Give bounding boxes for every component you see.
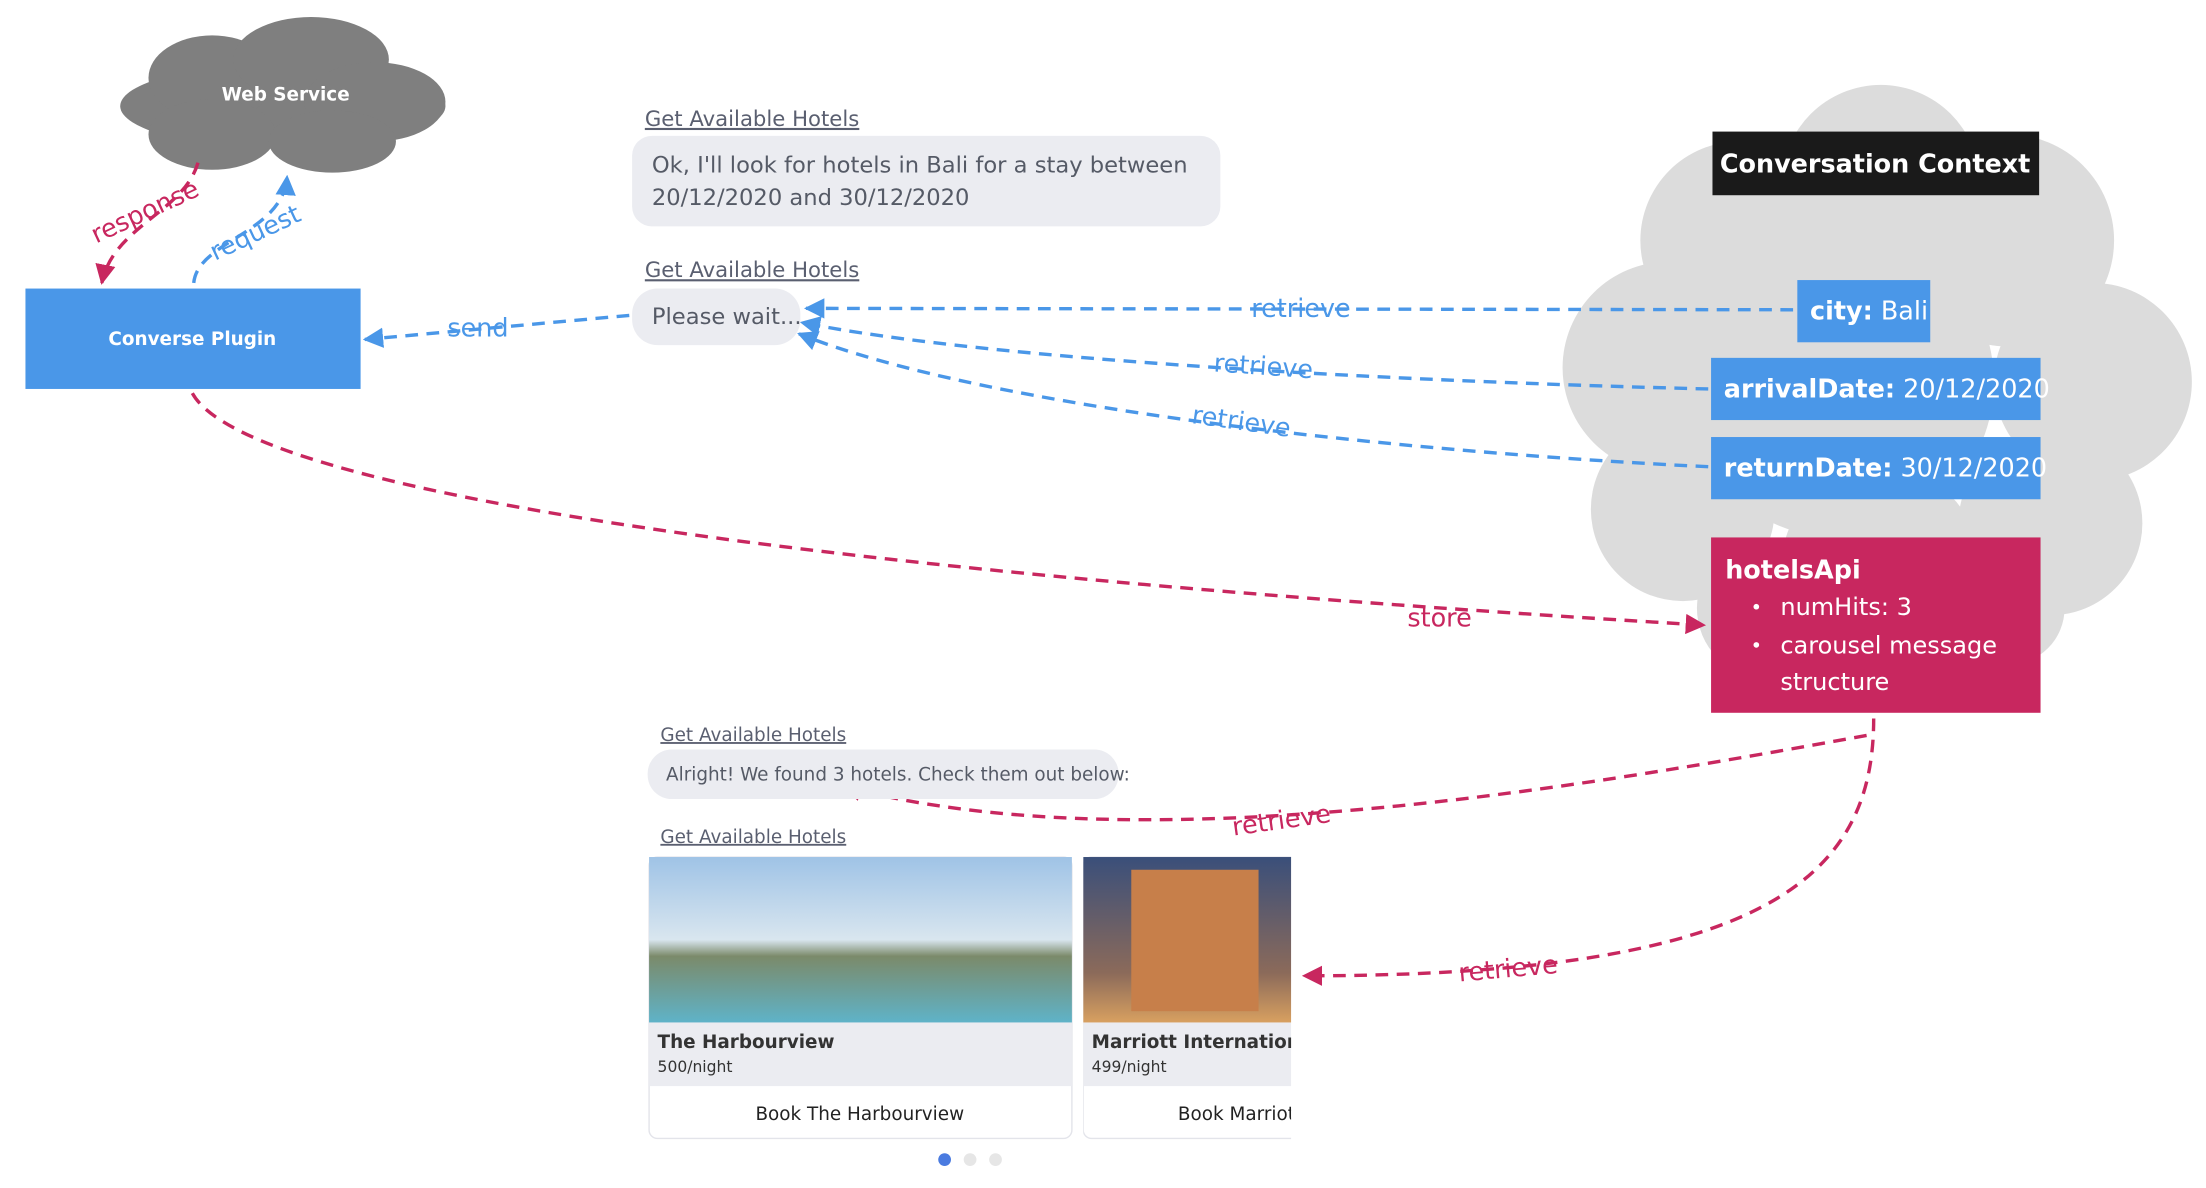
intent-link[interactable]: Get Available Hotels [660,827,846,848]
message-bubble [632,288,801,346]
edge [799,316,1709,391]
message-text: Please wait... [652,304,802,330]
edge [190,392,1707,635]
edge-label: send [447,314,508,344]
bullet [1753,603,1760,610]
carousel-dot[interactable] [963,1153,977,1167]
variable-box [1711,357,2041,421]
hotel-title: Marriott International [1092,1032,1319,1053]
message-bubble [632,135,1221,227]
edge-label: retrieve [1251,294,1350,324]
bullet [1753,642,1760,648]
edge [797,331,1709,469]
edge-label: request [205,199,305,267]
edge [192,174,296,284]
edge-label: retrieve [1190,400,1293,444]
message-bubble [647,749,1119,800]
variable-key: returnDate: [1724,454,1893,484]
edge [95,162,200,285]
variable: returnDate: 30/12/2020 [1724,454,2047,484]
web-service-cloud [120,17,446,173]
edge-label: response [86,174,203,250]
api-item: numHits: 3 [1780,593,1912,621]
edge-label: store [1407,604,1471,634]
carousel-dot[interactable] [989,1153,1002,1167]
plugin-label: Converse Plugin [108,329,276,350]
intent-link[interactable]: Get Available Hotels [645,107,859,132]
context-title-box [1712,131,2040,196]
plugin-box [25,288,361,389]
edge [804,298,1794,319]
intent-link[interactable]: Get Available Hotels [645,258,859,283]
variable-box [1797,280,1931,343]
edge [1301,718,1876,986]
edge [362,313,630,348]
hotel-title: The Harbourview [658,1032,835,1053]
edge-label: retrieve [1457,950,1559,989]
hotel-price: 500/night [658,1058,733,1076]
edge-label: retrieve [1213,348,1314,385]
variable-value: Bali [1881,297,1928,327]
context-title: Conversation Context [1720,150,2031,180]
web-service-label: Web Service [222,84,350,105]
api-item: carousel message [1780,631,1997,659]
variable-key: city: [1810,297,1873,327]
variable: city: Bali [1810,297,1928,327]
message-text: Ok, I'll look for hotels in Bali for a s… [652,153,1188,179]
hotel-card: The Harbourview 500/night Book The Harbo… [648,856,1073,1140]
api-item: structure [1780,668,1889,696]
edge-label: retrieve [1230,799,1333,843]
api-box [1711,537,2041,713]
hotel-card: Marriott International 499/night Book Ma… [1083,856,1319,1140]
variable-box [1711,437,2041,500]
variable-value: 20/12/2020 [1903,374,2050,404]
hotel-image [649,857,1072,1023]
edge [840,733,1867,822]
book-button[interactable]: Book Marriot [1178,1104,1295,1125]
carousel-dot[interactable] [938,1153,951,1167]
message-text: 20/12/2020 and 30/12/2020 [652,185,970,211]
variable-value: 30/12/2020 [1900,454,2047,484]
hotel-price: 499/night [1092,1058,1167,1076]
variable: arrivalDate: 20/12/2020 [1724,374,2050,404]
variable-key: arrivalDate: [1724,374,1895,404]
message-text: Alright! We found 3 hotels. Check them o… [666,765,1130,786]
intent-link[interactable]: Get Available Hotels [660,725,846,746]
api-name: hotelsApi [1725,555,1860,585]
book-button[interactable]: Book The Harbourview [755,1104,964,1125]
